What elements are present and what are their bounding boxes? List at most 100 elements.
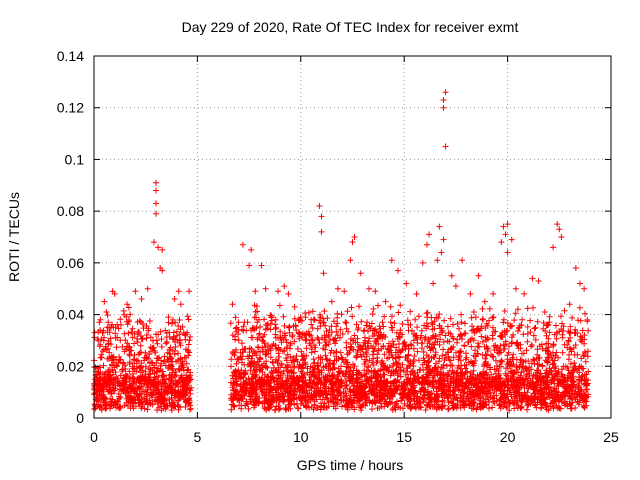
- data-point: [291, 303, 298, 310]
- data-point: [281, 283, 288, 290]
- data-point: [357, 270, 364, 277]
- x-tick-label: 25: [603, 429, 619, 445]
- data-point: [382, 298, 389, 305]
- y-tick-label: 0: [76, 410, 84, 426]
- data-point: [153, 200, 160, 207]
- data-point: [521, 290, 528, 297]
- data-point: [153, 179, 160, 186]
- data-point: [138, 296, 145, 303]
- data-point: [153, 210, 160, 217]
- data-point: [351, 234, 358, 240]
- data-point: [347, 257, 354, 264]
- data-point: [159, 246, 166, 253]
- y-tick-label: 0.02: [57, 358, 84, 374]
- data-point: [585, 368, 592, 375]
- data-point: [403, 280, 410, 287]
- data-point: [498, 239, 505, 246]
- data-points: [91, 89, 592, 414]
- data-point: [500, 223, 507, 230]
- data-point: [366, 285, 373, 292]
- data-point: [459, 257, 466, 264]
- data-point: [550, 244, 557, 251]
- data-point: [171, 296, 178, 303]
- data-point: [165, 314, 172, 321]
- data-point: [556, 226, 563, 233]
- data-point: [572, 265, 579, 272]
- data-point: [301, 332, 308, 339]
- data-point: [318, 228, 325, 235]
- data-point: [97, 327, 104, 334]
- data-point: [150, 239, 157, 246]
- data-point: [335, 285, 342, 292]
- chart-title: Day 229 of 2020, Rate Of TEC Index for r…: [182, 19, 519, 35]
- data-point: [504, 221, 511, 228]
- data-point: [177, 301, 184, 308]
- data-point: [258, 262, 265, 269]
- data-point: [285, 290, 292, 297]
- data-point: [440, 236, 447, 243]
- data-point-cloud: [91, 302, 592, 414]
- data-point: [246, 262, 253, 269]
- data-point: [448, 272, 455, 279]
- data-point: [316, 202, 323, 209]
- data-point: [159, 267, 166, 274]
- data-point: [442, 89, 449, 96]
- data-point: [440, 104, 447, 111]
- data-point: [554, 221, 561, 228]
- data-point: [438, 249, 445, 256]
- y-tick-label: 0.06: [57, 255, 84, 271]
- x-tick-label: 20: [500, 429, 516, 445]
- data-point: [535, 277, 542, 284]
- data-point: [558, 234, 565, 240]
- data-point: [132, 288, 139, 295]
- data-point: [186, 288, 193, 295]
- x-tick-label: 15: [396, 429, 412, 445]
- data-point: [252, 288, 259, 295]
- grid: [94, 56, 611, 418]
- data-point: [262, 285, 269, 292]
- y-tick-label: 0.12: [57, 100, 84, 116]
- x-axis-label: GPS time / hours: [297, 457, 404, 473]
- data-point: [475, 272, 482, 279]
- data-point: [529, 275, 536, 282]
- data-point: [581, 285, 588, 292]
- data-point: [508, 236, 515, 243]
- data-point: [328, 298, 335, 305]
- data-point: [440, 96, 447, 103]
- data-point: [502, 231, 509, 238]
- y-tick-label: 0.08: [57, 203, 84, 219]
- data-point: [155, 244, 162, 251]
- data-point: [103, 308, 110, 315]
- data-point: [576, 280, 583, 287]
- data-point: [124, 301, 131, 308]
- data-point: [442, 143, 449, 150]
- x-tick-label: 5: [194, 429, 202, 445]
- data-point: [512, 285, 519, 292]
- y-tick-label: 0.04: [57, 307, 84, 323]
- data-point: [117, 321, 124, 328]
- data-point: [111, 290, 118, 297]
- data-point: [434, 257, 441, 264]
- data-point: [341, 288, 348, 295]
- plot-frame: [93, 55, 612, 419]
- data-point: [436, 223, 443, 230]
- data-point: [268, 314, 275, 321]
- y-axis-label: ROTI / TECUs: [6, 192, 22, 282]
- data-point: [413, 290, 420, 297]
- data-point: [541, 308, 548, 315]
- data-point: [248, 246, 255, 253]
- data-point: [394, 267, 401, 274]
- data-point: [239, 241, 246, 248]
- data-point: [419, 259, 426, 266]
- data-point: [308, 316, 315, 323]
- x-tick-label: 10: [293, 429, 309, 445]
- data-point: [275, 288, 282, 295]
- data-point: [175, 288, 182, 295]
- data-point: [423, 241, 430, 248]
- data-point: [388, 257, 395, 264]
- data-point: [467, 290, 474, 297]
- data-point: [372, 288, 379, 295]
- data-point: [153, 187, 160, 194]
- data-point: [320, 270, 327, 277]
